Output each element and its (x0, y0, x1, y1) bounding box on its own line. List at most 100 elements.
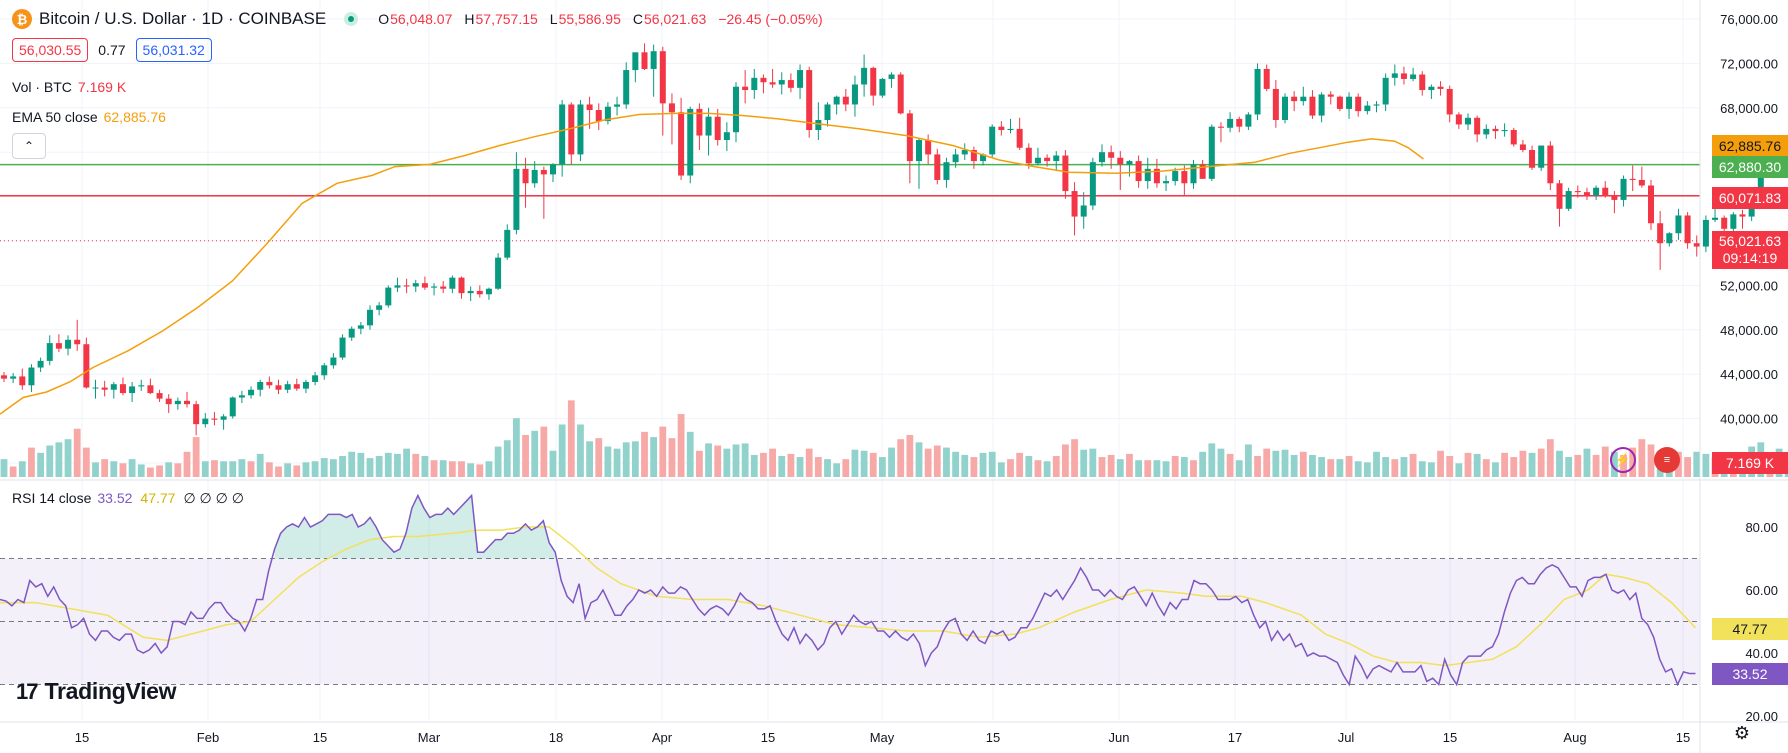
candle-body (1712, 217, 1719, 220)
candle-body (888, 74, 895, 79)
candle-body (412, 283, 419, 287)
settings-gear-icon[interactable]: ⚙ (1733, 722, 1751, 743)
volume-bar (55, 442, 63, 477)
price-tick-label: 48,000.00 (1720, 323, 1778, 338)
volume-bar (540, 426, 548, 477)
volume-bar (641, 431, 648, 477)
tradingview-logo-icon: 17 (16, 678, 39, 704)
volume-bar (64, 439, 72, 477)
time-tick-label: 15 (761, 730, 775, 745)
volume-bar (686, 431, 694, 477)
volume-bar (1592, 454, 1600, 477)
candle-body (440, 286, 447, 289)
rsi-legend-value: 33.52 (97, 490, 133, 506)
volume-bar (778, 456, 786, 477)
volume-bar (631, 441, 639, 477)
candle-body (37, 360, 44, 368)
volume-bar (448, 461, 456, 477)
candle-body (586, 104, 593, 111)
flash-icon[interactable]: ⚡ (1610, 447, 1636, 473)
rsi-legend[interactable]: RSI 14 close 33.52 47.77 ∅ ∅ ∅ ∅ (12, 490, 244, 507)
volume-bar (924, 448, 932, 477)
volume-bar (1437, 450, 1444, 477)
ema-price-tag: 62,885.76 (1712, 135, 1788, 157)
candle-body (604, 106, 611, 122)
candle-body (1190, 164, 1197, 184)
candle-body (769, 82, 776, 85)
ema-legend[interactable]: EMA 50 close 62,885.76 (12, 109, 166, 125)
collapse-legend-button[interactable]: ⌃ (12, 133, 46, 159)
time-tick-label: Apr (652, 730, 673, 745)
candle-body (751, 77, 758, 91)
candle-body (1446, 88, 1453, 115)
sell-price-button[interactable]: 56,030.55 (12, 38, 89, 62)
candle-body (595, 110, 602, 122)
candle-body (1721, 217, 1728, 229)
volume-bar (1116, 459, 1124, 477)
volume-bar (458, 461, 465, 477)
volume-bar (595, 438, 603, 477)
candle-body (577, 104, 584, 155)
rsi-line (0, 493, 1696, 687)
candle-body (193, 404, 200, 425)
volume-bar (1345, 456, 1353, 477)
candle-body (1227, 118, 1234, 128)
candle-body (787, 80, 794, 88)
candle-body (970, 149, 977, 162)
candle-body (1702, 219, 1709, 247)
candle-body (1556, 183, 1563, 209)
candle-body (1583, 192, 1590, 196)
candle-body (1309, 96, 1316, 116)
volume-bar (1126, 453, 1133, 477)
volume-bar (1702, 453, 1710, 477)
candle-body (1519, 144, 1526, 150)
volume-bar (1409, 453, 1417, 477)
candle-body (1684, 215, 1691, 244)
candle-body (1593, 187, 1600, 196)
volume-bar (147, 467, 154, 477)
volume-bar (842, 459, 850, 477)
us-flag-icon[interactable]: ≡ (1654, 447, 1680, 473)
candle-body (1236, 118, 1243, 127)
candle-body (156, 393, 163, 399)
volume-bar (311, 461, 319, 477)
volume-bar (906, 435, 914, 477)
low-value: 55,586.95 (558, 11, 621, 27)
market-open-icon (344, 12, 359, 26)
volume-bar (1071, 439, 1078, 477)
price-tick-label: 44,000.00 (1720, 367, 1778, 382)
candle-body (1355, 96, 1362, 112)
volume-bar (503, 440, 511, 477)
chevron-up-icon: ⌃ (23, 139, 35, 153)
volume-bar (1537, 448, 1545, 477)
candle-body (1117, 157, 1124, 165)
candle-body (449, 277, 456, 289)
candle-body (668, 103, 675, 113)
candle-body (1638, 179, 1645, 186)
volume-bar (860, 450, 868, 477)
volume-bar (513, 418, 520, 477)
volume-bar (970, 457, 978, 477)
candle-body (650, 51, 657, 69)
symbol-title[interactable]: Bitcoin / U.S. Dollar · 1D · COINBASE (39, 9, 327, 28)
candle-body (165, 398, 172, 405)
candle-body (1291, 96, 1298, 102)
price-pane[interactable] (0, 0, 1788, 720)
volume-bar (961, 454, 969, 477)
volume-bar (1684, 457, 1691, 477)
volume-bar (787, 453, 795, 477)
volume-legend-name: Vol · BTC (12, 79, 72, 95)
rsi-overbought-fill (274, 495, 556, 559)
candle-body (1346, 96, 1353, 109)
volume-bar (73, 428, 81, 477)
tradingview-wordmark: TradingView (44, 678, 177, 704)
candle-body (742, 86, 749, 91)
volume-bar (1171, 456, 1179, 477)
buy-price-button[interactable]: 56,031.32 (135, 38, 212, 62)
volume-bar (1208, 443, 1216, 477)
volume-bar (119, 463, 127, 477)
candle-body (842, 96, 849, 105)
tradingview-brand[interactable]: 17 TradingView (16, 678, 177, 705)
volume-legend[interactable]: Vol · BTC 7.169 K (12, 79, 126, 95)
rsi-pane[interactable] (0, 493, 1700, 687)
